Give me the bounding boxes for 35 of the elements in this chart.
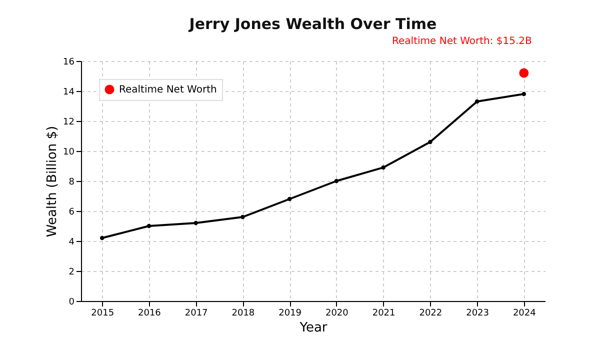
point (334, 178, 339, 184)
point (240, 214, 245, 220)
y-tick-label: 14 (63, 88, 75, 98)
point (428, 140, 432, 144)
point (522, 92, 526, 96)
x-tick-label: 2021 (372, 308, 396, 318)
x-tick-label: 2023 (466, 308, 489, 318)
chart-title: Jerry Jones Wealth Over Time (188, 15, 437, 33)
point (519, 68, 529, 78)
x-tick-label: 2017 (184, 308, 208, 318)
y-tick-label: 4 (68, 238, 75, 248)
y-axis-title: Wealth (Billion $) (45, 126, 60, 238)
x-tick-label: 2015 (91, 308, 114, 318)
y-tick-label: 10 (63, 148, 75, 158)
x-tick-label: 2018 (232, 308, 255, 318)
point (100, 236, 104, 240)
x-axis-title: Year (298, 320, 328, 336)
x-tick-label: 2024 (512, 308, 536, 318)
y-tick-label: 8 (68, 178, 75, 188)
point (474, 99, 480, 104)
point (287, 196, 292, 202)
annotation: Realtime Net Worth: $15.2B (392, 36, 532, 47)
x-tick-label: 2019 (278, 308, 302, 318)
y-tick-label: 2 (68, 268, 74, 278)
y-tick-label: 0 (68, 298, 75, 308)
x-tick-label: 2020 (325, 308, 349, 318)
legend-label: Realtime Net Worth (119, 84, 217, 96)
x-tick-label: 2016 (138, 308, 162, 318)
x-tick-label: 2022 (419, 308, 442, 318)
point (146, 224, 152, 228)
y-tick-label: 6 (68, 208, 75, 218)
point (381, 165, 386, 170)
y-tick-label: 12 (63, 118, 74, 128)
y-tick-label: 16 (63, 58, 75, 68)
point (194, 220, 198, 226)
